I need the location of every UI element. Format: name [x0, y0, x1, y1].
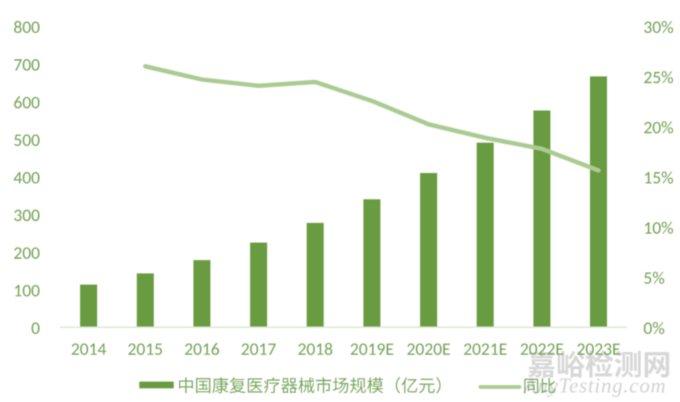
- svg-text:AnyTesting.com: AnyTesting.com: [522, 374, 667, 398]
